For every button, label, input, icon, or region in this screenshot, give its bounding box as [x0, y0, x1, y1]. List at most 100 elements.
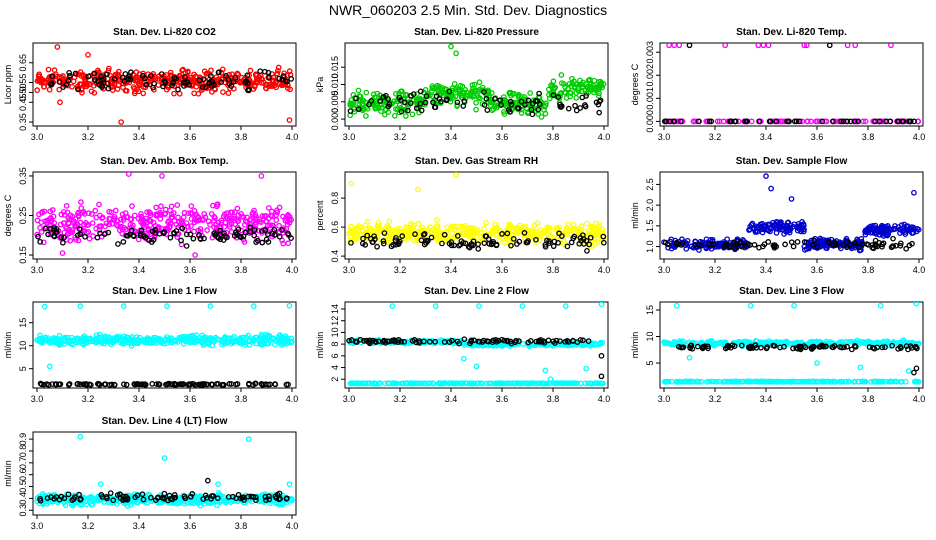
data-point: [150, 84, 156, 91]
data-point: [281, 70, 288, 77]
y-tick-label: 0.15: [18, 246, 28, 264]
x-tick-label: 4.0: [913, 394, 926, 404]
y-tick-label: 2.0: [645, 199, 655, 212]
data-point: [698, 339, 705, 346]
data-point: [466, 244, 473, 251]
data-point: [89, 220, 96, 226]
data-point: [173, 381, 180, 388]
data-point: [498, 102, 505, 108]
data-point: [564, 221, 571, 228]
data-point: [694, 343, 701, 350]
data-point: [871, 379, 878, 385]
outlier-point: [250, 303, 257, 309]
data-point: [897, 240, 904, 247]
data-point: [580, 232, 586, 239]
data-point: [382, 111, 388, 118]
data-point: [201, 335, 208, 342]
data-point: [185, 223, 191, 230]
data-point: [888, 226, 895, 233]
data-point: [508, 380, 514, 387]
panel-ambbox: Stan. Dev. Amb. Box Temp.3.0 3.2 3.4 3.6 3.8…: [3, 156, 298, 275]
data-point: [518, 110, 525, 116]
x-tick-label: 3.2: [82, 394, 95, 404]
data-point: [867, 229, 874, 236]
data-point: [578, 223, 585, 229]
data-point: [350, 227, 357, 234]
data-point: [753, 344, 760, 351]
data-point: [690, 118, 697, 125]
data-point: [773, 221, 780, 228]
data-point: [213, 381, 220, 387]
data-point: [738, 243, 745, 250]
data-point: [242, 79, 249, 86]
data-point: [374, 102, 381, 109]
y-tick-label: 0.6: [330, 221, 340, 234]
data-point: [96, 331, 103, 338]
outlier-point: [476, 303, 482, 309]
scatter-points: [34, 302, 295, 388]
x-tick-label: 3.6: [496, 265, 509, 275]
y-tick-label: 12: [330, 316, 340, 326]
data-point: [134, 334, 140, 340]
panel-title: Stan. Dev. Line 1 Flow: [112, 286, 217, 297]
data-point: [575, 85, 582, 92]
data-point: [167, 223, 173, 230]
data-point: [582, 87, 589, 93]
data-point: [208, 211, 215, 217]
data-point: [76, 226, 83, 233]
data-point: [913, 378, 919, 385]
data-point: [533, 236, 539, 243]
data-point: [705, 378, 712, 385]
data-point: [52, 229, 59, 236]
data-point: [599, 84, 606, 91]
data-point: [840, 118, 847, 125]
data-point: [784, 220, 791, 226]
data-point: [552, 340, 558, 346]
data-point: [75, 213, 82, 220]
data-point: [105, 85, 112, 92]
data-point: [479, 339, 486, 345]
data-point: [533, 239, 539, 246]
data-point: [854, 337, 861, 344]
series-primary: [661, 173, 922, 254]
data-point: [64, 209, 71, 216]
data-point: [285, 240, 292, 247]
data-point: [796, 378, 803, 385]
data-point: [215, 69, 222, 76]
scatter-points: [661, 173, 922, 254]
data-point: [119, 230, 126, 237]
data-point: [680, 338, 686, 345]
data-point: [591, 89, 597, 96]
data-point: [262, 68, 268, 75]
data-point: [884, 223, 891, 229]
data-point: [121, 333, 128, 340]
scatter-points: [34, 433, 295, 509]
data-point: [42, 334, 49, 341]
data-point: [256, 74, 263, 81]
data-point: [253, 216, 259, 223]
x-tick-label: 4.0: [286, 394, 299, 404]
data-point: [351, 236, 358, 243]
data-point: [183, 231, 190, 238]
data-point: [486, 380, 493, 387]
data-point: [426, 338, 433, 345]
data-point: [448, 242, 455, 249]
data-point: [746, 227, 752, 233]
data-point: [473, 106, 479, 113]
data-point: [513, 337, 519, 344]
data-point: [749, 220, 756, 227]
data-point: [280, 73, 287, 79]
x-tick-label: 3.2: [82, 132, 95, 142]
outlier-point: [519, 303, 526, 309]
data-point: [405, 107, 411, 114]
data-point: [481, 102, 488, 108]
y-tick-label: 0.7: [18, 457, 28, 470]
outlier-point: [348, 180, 355, 187]
y-tick-label: 14: [330, 304, 340, 314]
data-point: [158, 203, 164, 210]
data-point: [189, 82, 195, 88]
data-point: [692, 238, 699, 245]
data-point: [428, 234, 435, 241]
data-point: [142, 84, 149, 91]
